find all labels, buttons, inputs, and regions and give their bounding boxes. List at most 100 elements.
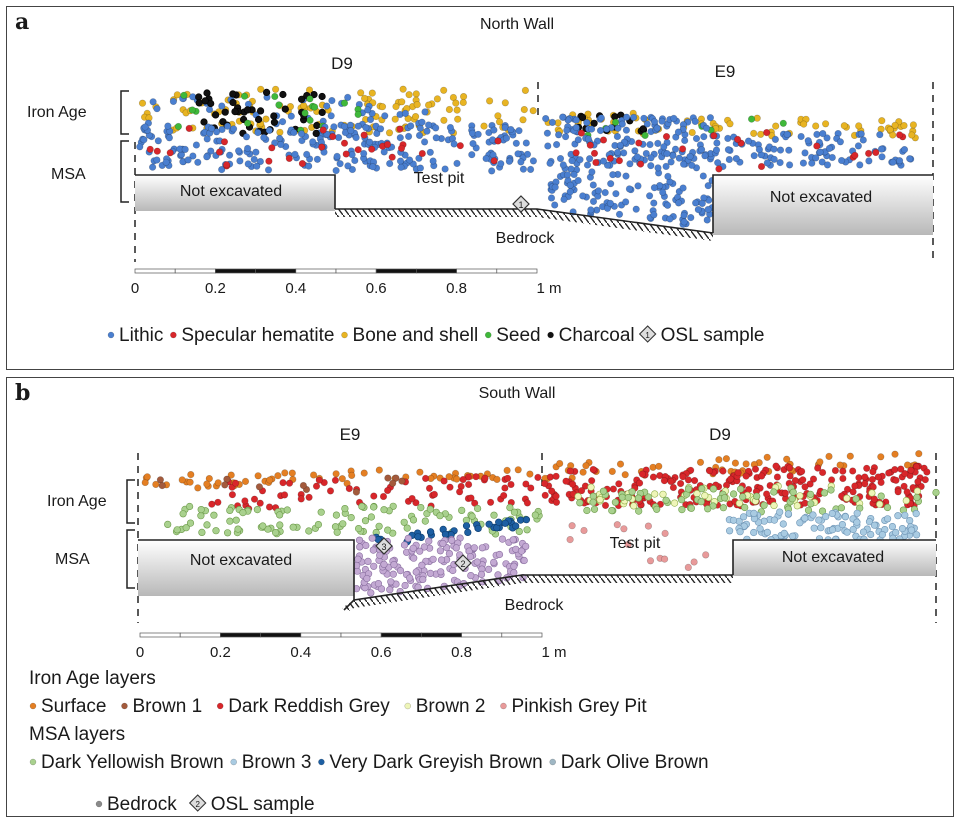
dark-reddish-grey-dot (923, 468, 931, 476)
lithic-dot (360, 149, 368, 158)
scale-segment (255, 268, 297, 274)
hematite-dot (298, 160, 307, 168)
hematite-dot (185, 124, 193, 132)
brown-3-dot (859, 528, 868, 536)
brown-3-dot (770, 516, 779, 524)
lithic-dot (653, 124, 661, 132)
brown-2-dot (670, 499, 679, 507)
brown-3-dot (739, 513, 748, 521)
dark-yellowish-brown-dot (355, 525, 363, 533)
legend-label: OSL sample (211, 794, 315, 815)
very-dark-greyish-brown-dot (414, 533, 422, 541)
lithic-dot (340, 122, 349, 131)
dark-yellowish-brown-dot (197, 512, 205, 520)
hematite-dot (220, 138, 229, 146)
dark-reddish-grey-dot (501, 484, 509, 492)
lithic-dot (490, 126, 498, 134)
brown-3-dot (828, 526, 837, 534)
surface-dot (152, 480, 160, 488)
lithic-dot (396, 134, 404, 142)
surface-dot (696, 458, 705, 466)
msa-lavender-dot (510, 562, 518, 570)
panel-letter: b (15, 380, 30, 406)
legend-osl-icon: 1 (638, 325, 657, 343)
dark-yellowish-brown-dot (753, 492, 761, 500)
hematite-dot (662, 133, 671, 141)
dark-reddish-grey-dot (425, 484, 434, 492)
legend-swatch (170, 331, 177, 339)
legend-heading-iron-age: Iron Age layers (29, 668, 156, 689)
lithic-dot (373, 129, 381, 138)
dark-reddish-grey-dot (801, 483, 809, 491)
lithic-dot (406, 156, 414, 164)
hematite-dot (577, 129, 586, 137)
surface-dot (348, 471, 356, 479)
lithic-dot (418, 118, 426, 126)
lithic-dot (526, 165, 535, 173)
lithic-dot (680, 211, 688, 219)
surface-dot (825, 452, 833, 460)
msa-lavender-dot (449, 566, 457, 575)
lithic-dot (421, 138, 429, 146)
msa-lavender-dot (425, 537, 433, 545)
charcoal-dot (279, 90, 287, 99)
lithic-dot (642, 149, 650, 158)
seed-dot (306, 95, 314, 103)
brown-2-dot (876, 500, 884, 508)
brown-2-dot (701, 491, 709, 500)
hematite-dot (895, 131, 904, 139)
charcoal-dot (231, 107, 239, 116)
legend-osl-icon: 2 (188, 794, 207, 812)
brown-2-dot (630, 502, 638, 510)
bone-shell-dot (399, 85, 407, 93)
lithic-dot (347, 126, 355, 135)
dark-yellowish-brown-dot (468, 512, 476, 520)
dark-yellowish-brown-dot (770, 488, 778, 496)
msa-lavender-dot (429, 555, 437, 563)
dark-reddish-grey-dot (785, 464, 794, 472)
very-dark-greyish-brown-dot (441, 530, 450, 538)
msa-lavender-dot (377, 585, 386, 593)
lithic-dot (755, 145, 764, 154)
lithic-dot (770, 145, 778, 153)
lithic-dot (612, 190, 620, 198)
lithic-dot (556, 155, 565, 163)
bone-shell-dot (361, 94, 369, 102)
legend-label: Dark Olive Brown (561, 752, 709, 773)
scale-segment (220, 632, 261, 638)
lithic-dot (423, 127, 431, 135)
hematite-dot (592, 158, 600, 167)
legend-swatch (318, 758, 325, 766)
lithic-dot (474, 130, 482, 138)
scale-segment (174, 268, 216, 274)
layer-label-msa: MSA (55, 551, 90, 568)
panel-north-wall: a North Wall D9 E9 Iron Age MSA Not exca… (6, 6, 954, 370)
lithic-dot (497, 160, 505, 168)
legend-label: Dark Yellowish Brown (41, 752, 224, 773)
dark-yellowish-brown-dot (677, 496, 686, 504)
dark-reddish-grey-dot (504, 474, 512, 482)
dark-yellowish-brown-dot (186, 519, 195, 527)
brown-1-dot (389, 479, 397, 487)
charcoal-dot (312, 129, 320, 137)
bedrock-label: Bedrock (505, 597, 565, 614)
msa-lavender-dot (374, 580, 383, 588)
lithic-dot (563, 126, 571, 134)
lithic-dot (279, 118, 287, 126)
bone-shell-dot (886, 125, 894, 134)
dark-reddish-grey-dot (568, 480, 577, 488)
dark-yellowish-brown-dot (226, 506, 234, 514)
brown-3-dot (817, 524, 825, 532)
lithic-dot (566, 181, 574, 189)
bone-shell-dot (772, 122, 780, 130)
dark-yellowish-brown-dot (523, 526, 531, 534)
charcoal-dot (578, 113, 587, 121)
dark-reddish-grey-dot (472, 473, 480, 481)
lithic-dot (432, 134, 440, 142)
dark-reddish-grey-dot (601, 501, 610, 509)
lithic-dot (224, 122, 232, 130)
lithic-dot (620, 149, 628, 157)
hematite-dot (456, 142, 464, 150)
dark-yellowish-brown-dot (289, 523, 297, 531)
charcoal-dot (195, 99, 203, 107)
